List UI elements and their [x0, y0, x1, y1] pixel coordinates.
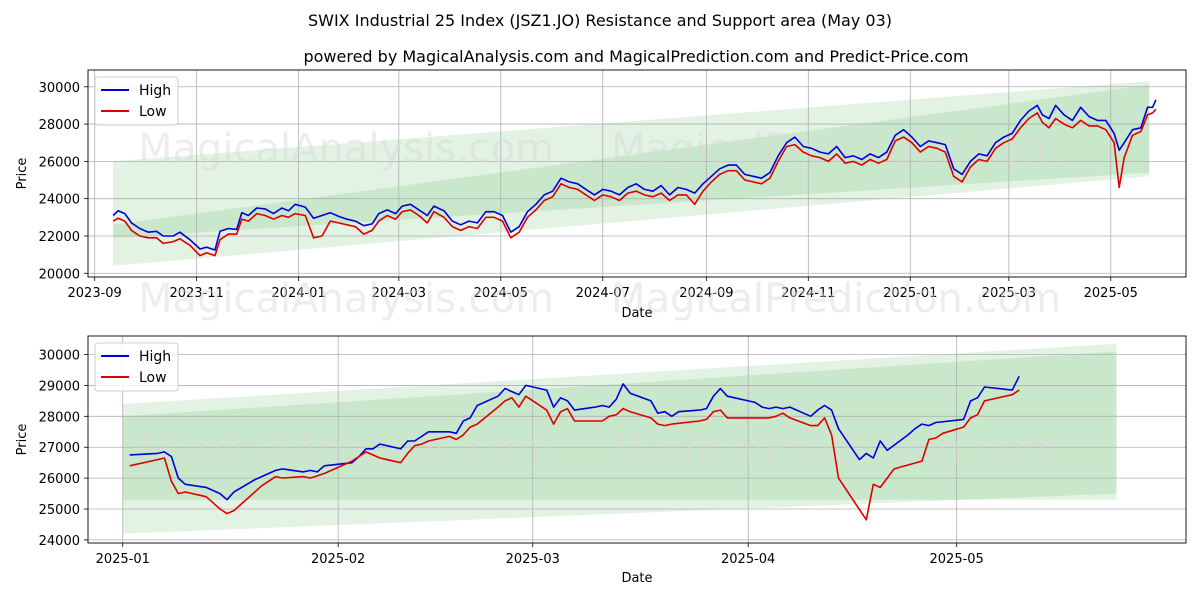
series-line-low: [112, 108, 1157, 257]
support-resistance-band: [113, 81, 1150, 266]
chart-subtitle: powered by MagicalAnalysis.com and Magic…: [303, 47, 968, 66]
x-tick-label: 2025-05: [1084, 286, 1138, 301]
watermark-text: MagicalAnalysis.com: [138, 426, 554, 472]
y-tick-label: 28000: [39, 410, 80, 425]
x-tick-label: 2024-09: [679, 286, 733, 301]
watermark-text: MagicalAnalysis.com: [138, 126, 554, 172]
x-tick-label: 2025-03: [982, 286, 1036, 301]
y-tick-label: 26000: [39, 155, 80, 170]
legend-label-low: Low: [139, 104, 167, 120]
chart-title: SWIX Industrial 25 Index (JSZ1.JO) Resis…: [308, 11, 892, 30]
x-tick-label: 2023-11: [169, 286, 223, 301]
watermark-text: MagicalPrediction.com: [611, 276, 1061, 322]
series-line-high: [129, 375, 1020, 501]
plot-frame: [87, 335, 1187, 544]
support-resistance-band: [122, 351, 1117, 500]
legend-label-high: High: [139, 83, 171, 99]
legend-label-low: Low: [139, 370, 167, 386]
legend: High Low: [94, 342, 179, 392]
x-tick-label: 2024-11: [781, 286, 835, 301]
x-tick-label: 2025-02: [311, 552, 365, 567]
top-panel: 2023-09 2023-11 2024-01 2024-03 2024-05 2024-…: [15, 69, 1187, 322]
x-tick-label: 2025-01: [883, 286, 937, 301]
x-tick-label: 2025-04: [721, 552, 775, 567]
legend-label-high: High: [139, 349, 171, 365]
bottom-panel: 2025-01 2025-02 2025-03 2025-04 2025-05 24000…: [15, 335, 1187, 586]
x-tick-label: 2024-03: [372, 286, 426, 301]
series-line-low: [129, 389, 1020, 521]
x-tick-label: 2023-09: [68, 286, 122, 301]
x-axis-label: Date: [621, 571, 652, 586]
plot-area: [88, 70, 1186, 277]
watermark-text: MagicalPrediction.com: [611, 126, 1061, 172]
y-tick-label: 24000: [39, 193, 80, 208]
y-tick-label: 30000: [39, 81, 80, 96]
x-tick-label: 2024-01: [271, 286, 325, 301]
y-tick-label: 28000: [39, 118, 80, 133]
y-tick-label: 26000: [39, 472, 80, 487]
series-line-high: [112, 99, 1157, 251]
y-tick-label: 27000: [39, 441, 80, 456]
y-tick-label: 22000: [39, 230, 80, 245]
y-tick-label: 25000: [39, 503, 80, 518]
y-tick-label: 29000: [39, 379, 80, 394]
x-tick-label: 2024-07: [576, 286, 630, 301]
y-tick-label: 20000: [39, 267, 80, 282]
x-tick-label: 2025-05: [930, 552, 984, 567]
watermark-text: MagicalAnalysis.com: [138, 276, 554, 322]
plot-frame: [87, 69, 1187, 278]
legend: High Low: [94, 76, 179, 126]
y-tick-label: 30000: [39, 349, 80, 364]
x-axis-label: Date: [621, 306, 652, 321]
support-resistance-band: [122, 343, 1117, 534]
plot-area: [88, 336, 1186, 543]
x-tick-label: 2024-05: [474, 286, 528, 301]
y-axis-label: Price: [15, 158, 30, 190]
y-tick-label: 24000: [39, 534, 80, 549]
y-axis-label: Price: [15, 424, 30, 456]
x-tick-label: 2025-03: [506, 552, 560, 567]
x-tick-label: 2025-01: [96, 552, 150, 567]
